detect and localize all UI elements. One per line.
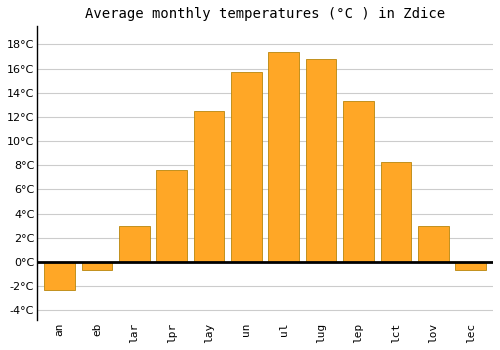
Bar: [119, 226, 150, 262]
Bar: [456, 262, 486, 271]
Bar: [306, 59, 336, 262]
Bar: [418, 226, 448, 262]
Title: Average monthly temperatures (°C ) in Zdice: Average monthly temperatures (°C ) in Zd…: [85, 7, 445, 21]
Bar: [194, 111, 224, 262]
Bar: [231, 72, 262, 262]
Bar: [156, 170, 187, 262]
Bar: [268, 52, 299, 262]
Bar: [343, 101, 374, 262]
Bar: [380, 162, 411, 262]
Bar: [44, 262, 75, 290]
Bar: [82, 262, 112, 271]
